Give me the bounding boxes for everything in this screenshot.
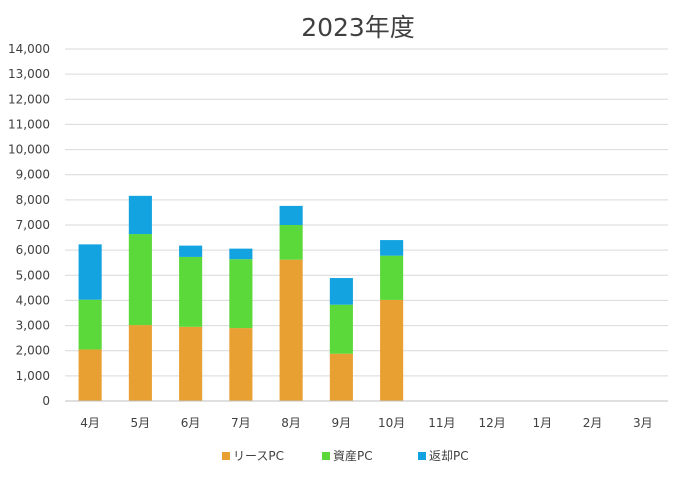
x-axis-tick-labels: 4月 5月 6月 7月 8月 9月 10月 11月 12月 1月 2月 3月 (80, 416, 652, 430)
bar-segment-1 (279, 259, 303, 401)
bar-segment-2 (279, 225, 303, 260)
bar-segment-2 (128, 234, 152, 326)
x-tick-label: 6月 (181, 416, 201, 430)
y-axis-tick-labels: 0 1,000 2,000 3,000 4,000 5,000 6,000 7,000 8,00… (8, 42, 50, 408)
bar-segment-1 (380, 299, 404, 401)
x-tick-label: 7月 (231, 416, 251, 430)
legend-label: 資産PC (333, 448, 373, 463)
y-tick-label: 1,000 (16, 369, 50, 383)
bar-segment-2 (179, 256, 203, 327)
y-tick-label: 2,000 (16, 344, 50, 358)
bar-segment-2 (329, 304, 353, 354)
x-tick-label: 10月 (378, 416, 405, 430)
x-tick-label: 2月 (583, 416, 603, 430)
y-tick-label: 9,000 (16, 168, 50, 182)
bar-segment-3 (229, 248, 253, 260)
bar-segment-2 (380, 255, 404, 300)
bar-segment-3 (329, 278, 353, 305)
x-tick-label: 8月 (281, 416, 301, 430)
x-tick-label: 3月 (633, 416, 653, 430)
x-tick-label: 1月 (533, 416, 553, 430)
bar-segment-2 (229, 259, 253, 329)
chart-title: 2023年度 (301, 13, 415, 42)
gridlines (65, 48, 668, 377)
legend-label: リースPC (233, 449, 284, 463)
x-tick-label: 12月 (478, 416, 505, 430)
y-tick-label: 12,000 (8, 92, 50, 106)
x-tick-label: 4月 (80, 416, 100, 430)
legend-swatch (322, 452, 330, 460)
y-tick-label: 5,000 (16, 268, 50, 282)
bar-segment-3 (128, 195, 152, 235)
bar-segment-3 (78, 244, 102, 300)
bar-segment-1 (329, 353, 353, 401)
y-tick-label: 14,000 (8, 42, 50, 56)
bar-segment-1 (78, 349, 102, 401)
y-tick-label: 7,000 (16, 218, 50, 232)
bar-segment-3 (380, 240, 404, 256)
legend-swatch (418, 452, 426, 460)
legend: リースPC 資産PC 返却PC (222, 448, 469, 463)
bar-segment-2 (78, 299, 102, 350)
bars (78, 195, 404, 401)
bar-segment-1 (229, 328, 253, 401)
x-tick-label: 11月 (428, 416, 455, 430)
y-tick-label: 4,000 (16, 293, 50, 307)
x-tick-label: 5月 (131, 416, 151, 430)
y-tick-label: 13,000 (8, 67, 50, 81)
y-tick-label: 8,000 (16, 193, 50, 207)
y-tick-label: 10,000 (8, 143, 50, 157)
bar-segment-1 (179, 326, 203, 401)
bar-segment-3 (279, 205, 303, 225)
y-tick-label: 3,000 (16, 319, 50, 333)
x-tick-label: 9月 (332, 416, 352, 430)
y-tick-label: 6,000 (16, 243, 50, 257)
bar-segment-3 (179, 245, 203, 257)
y-tick-label: 11,000 (8, 117, 50, 131)
bar-segment-1 (128, 325, 152, 401)
legend-label: 返却PC (429, 449, 469, 463)
legend-swatch (222, 452, 230, 460)
y-tick-label: 0 (42, 394, 50, 408)
